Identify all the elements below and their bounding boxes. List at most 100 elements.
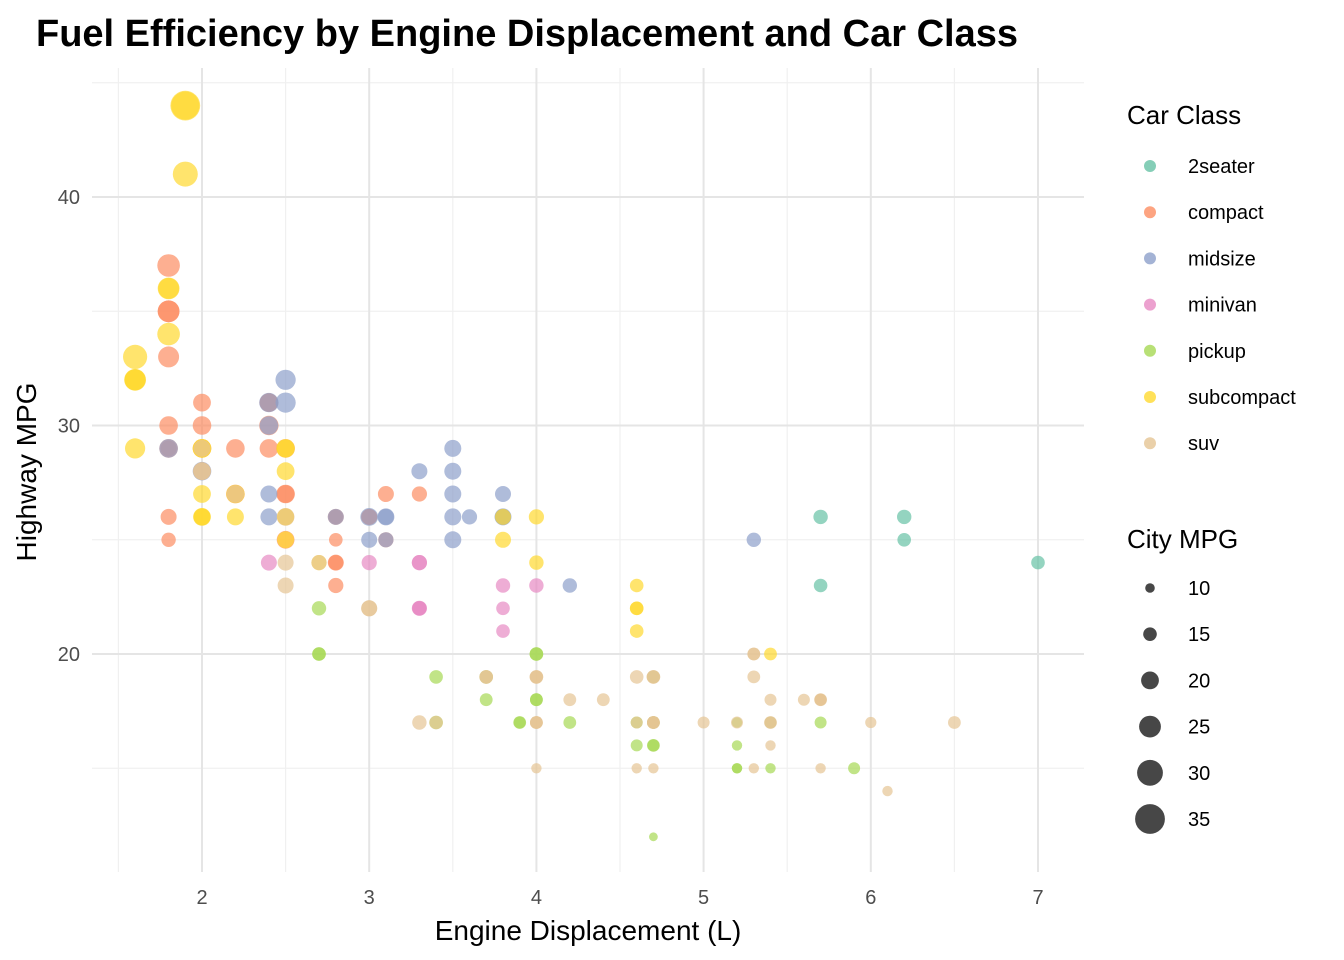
chart-title: Fuel Efficiency by Engine Displacement a… <box>36 13 1018 55</box>
data-point-suv <box>731 716 743 729</box>
legend-key-minivan <box>1144 298 1156 311</box>
data-point-midsize <box>260 508 278 526</box>
data-point-subcompact <box>157 322 180 346</box>
legend-key-pickup <box>1144 344 1156 357</box>
x-tick-label: 3 <box>364 887 375 909</box>
grid <box>92 68 1084 872</box>
data-point-midsize <box>159 439 178 458</box>
data-point-compact <box>159 416 178 435</box>
data-point-compact <box>193 393 211 412</box>
size-legend: City MPG 10 15 20 25 30 35 <box>1127 524 1238 834</box>
data-point-midsize <box>495 486 511 502</box>
data-point-suv <box>226 485 245 503</box>
class-legend-title: Car Class <box>1127 100 1241 130</box>
data-point-midsize <box>746 532 761 547</box>
y-axis-title: Highway MPG <box>11 383 42 562</box>
data-point-suv <box>797 693 810 706</box>
data-point-compact <box>377 486 394 502</box>
data-point-suv <box>531 763 542 774</box>
data-point-minivan <box>495 578 511 593</box>
data-point-pickup <box>731 763 743 774</box>
legend-label-compact: compact <box>1188 202 1264 224</box>
data-point-midsize <box>411 463 428 480</box>
data-point-pickup <box>312 647 326 661</box>
data-point-midsize <box>275 392 296 413</box>
data-point-subcompact <box>172 161 198 187</box>
size-legend-label: 10 <box>1188 578 1210 600</box>
data-point-suv <box>629 670 644 684</box>
legend-label-pickup: pickup <box>1188 341 1246 363</box>
data-point-compact <box>157 254 180 277</box>
data-point-suv <box>815 763 826 774</box>
data-point-minivan <box>529 578 544 593</box>
data-point-subcompact <box>629 624 644 638</box>
legend-label-2seater: 2seater <box>1188 156 1255 178</box>
size-legend-key <box>1145 583 1155 593</box>
data-point-subcompact <box>226 508 244 526</box>
data-point-minivan <box>496 624 510 638</box>
data-point-pickup <box>848 762 861 775</box>
x-tick-label: 4 <box>531 887 542 909</box>
data-point-pickup <box>765 763 776 774</box>
data-point-suv <box>277 577 294 594</box>
data-point-minivan <box>411 555 427 571</box>
size-legend-label: 20 <box>1188 670 1210 692</box>
data-point-midsize <box>327 508 344 525</box>
data-point-midsize <box>444 531 462 549</box>
data-point-compact <box>226 439 245 458</box>
legend-key-compact <box>1144 206 1156 219</box>
data-point-suv <box>529 670 544 684</box>
data-point-suv <box>479 670 494 684</box>
x-axis-title: Engine Displacement (L) <box>435 915 742 946</box>
data-point-subcompact <box>124 369 146 391</box>
data-point-midsize <box>361 531 378 548</box>
data-point-midsize <box>444 508 462 526</box>
size-legend-label: 30 <box>1188 763 1210 785</box>
size-legend-label: 15 <box>1188 624 1210 646</box>
y-tick-label: 30 <box>58 416 80 438</box>
legend-key-2seater <box>1144 160 1156 172</box>
legend-key-suv <box>1144 437 1156 450</box>
data-point-pickup <box>311 601 327 616</box>
data-point-suv <box>948 716 961 729</box>
y-axis-ticks: 20 30 40 <box>58 187 80 666</box>
data-point-midsize <box>562 578 577 593</box>
data-point-minivan <box>361 555 377 571</box>
data-point-suv <box>747 670 761 684</box>
data-point-suv <box>765 740 776 751</box>
data-point-midsize <box>360 508 379 526</box>
data-point-suv <box>412 715 427 730</box>
x-axis-ticks: 2 3 4 5 6 7 <box>196 887 1043 909</box>
data-point-midsize <box>444 462 462 480</box>
data-point-compact <box>328 577 344 594</box>
data-point-suv <box>764 716 777 729</box>
data-point-suv <box>361 600 378 617</box>
data-point-midsize <box>461 509 478 525</box>
data-point-subcompact <box>277 531 295 549</box>
data-point-suv <box>764 693 777 706</box>
x-tick-label: 5 <box>698 887 709 909</box>
data-point-compact <box>161 532 176 547</box>
x-tick-label: 6 <box>865 887 876 909</box>
data-point-midsize <box>377 508 395 526</box>
data-point-pickup <box>530 693 543 707</box>
size-legend-title: City MPG <box>1127 524 1238 554</box>
data-point-pickup <box>731 740 743 751</box>
data-point-suv <box>647 716 660 729</box>
data-point-compact <box>411 486 427 502</box>
data-point-suv <box>311 555 327 571</box>
data-point-minivan <box>496 601 510 616</box>
data-point-compact <box>259 439 279 458</box>
data-point-midsize <box>275 369 296 390</box>
data-point-pickup <box>630 739 643 752</box>
x-tick-label: 2 <box>196 887 207 909</box>
data-point-suv <box>748 763 759 774</box>
y-tick-label: 40 <box>58 187 80 209</box>
data-point-subcompact <box>764 647 777 661</box>
data-point-subcompact <box>629 601 644 616</box>
data-point-midsize <box>378 532 394 548</box>
data-point-suv <box>277 554 294 571</box>
legend-label-midsize: midsize <box>1188 248 1256 270</box>
size-legend-key <box>1139 715 1161 738</box>
y-tick-label: 20 <box>58 644 80 666</box>
